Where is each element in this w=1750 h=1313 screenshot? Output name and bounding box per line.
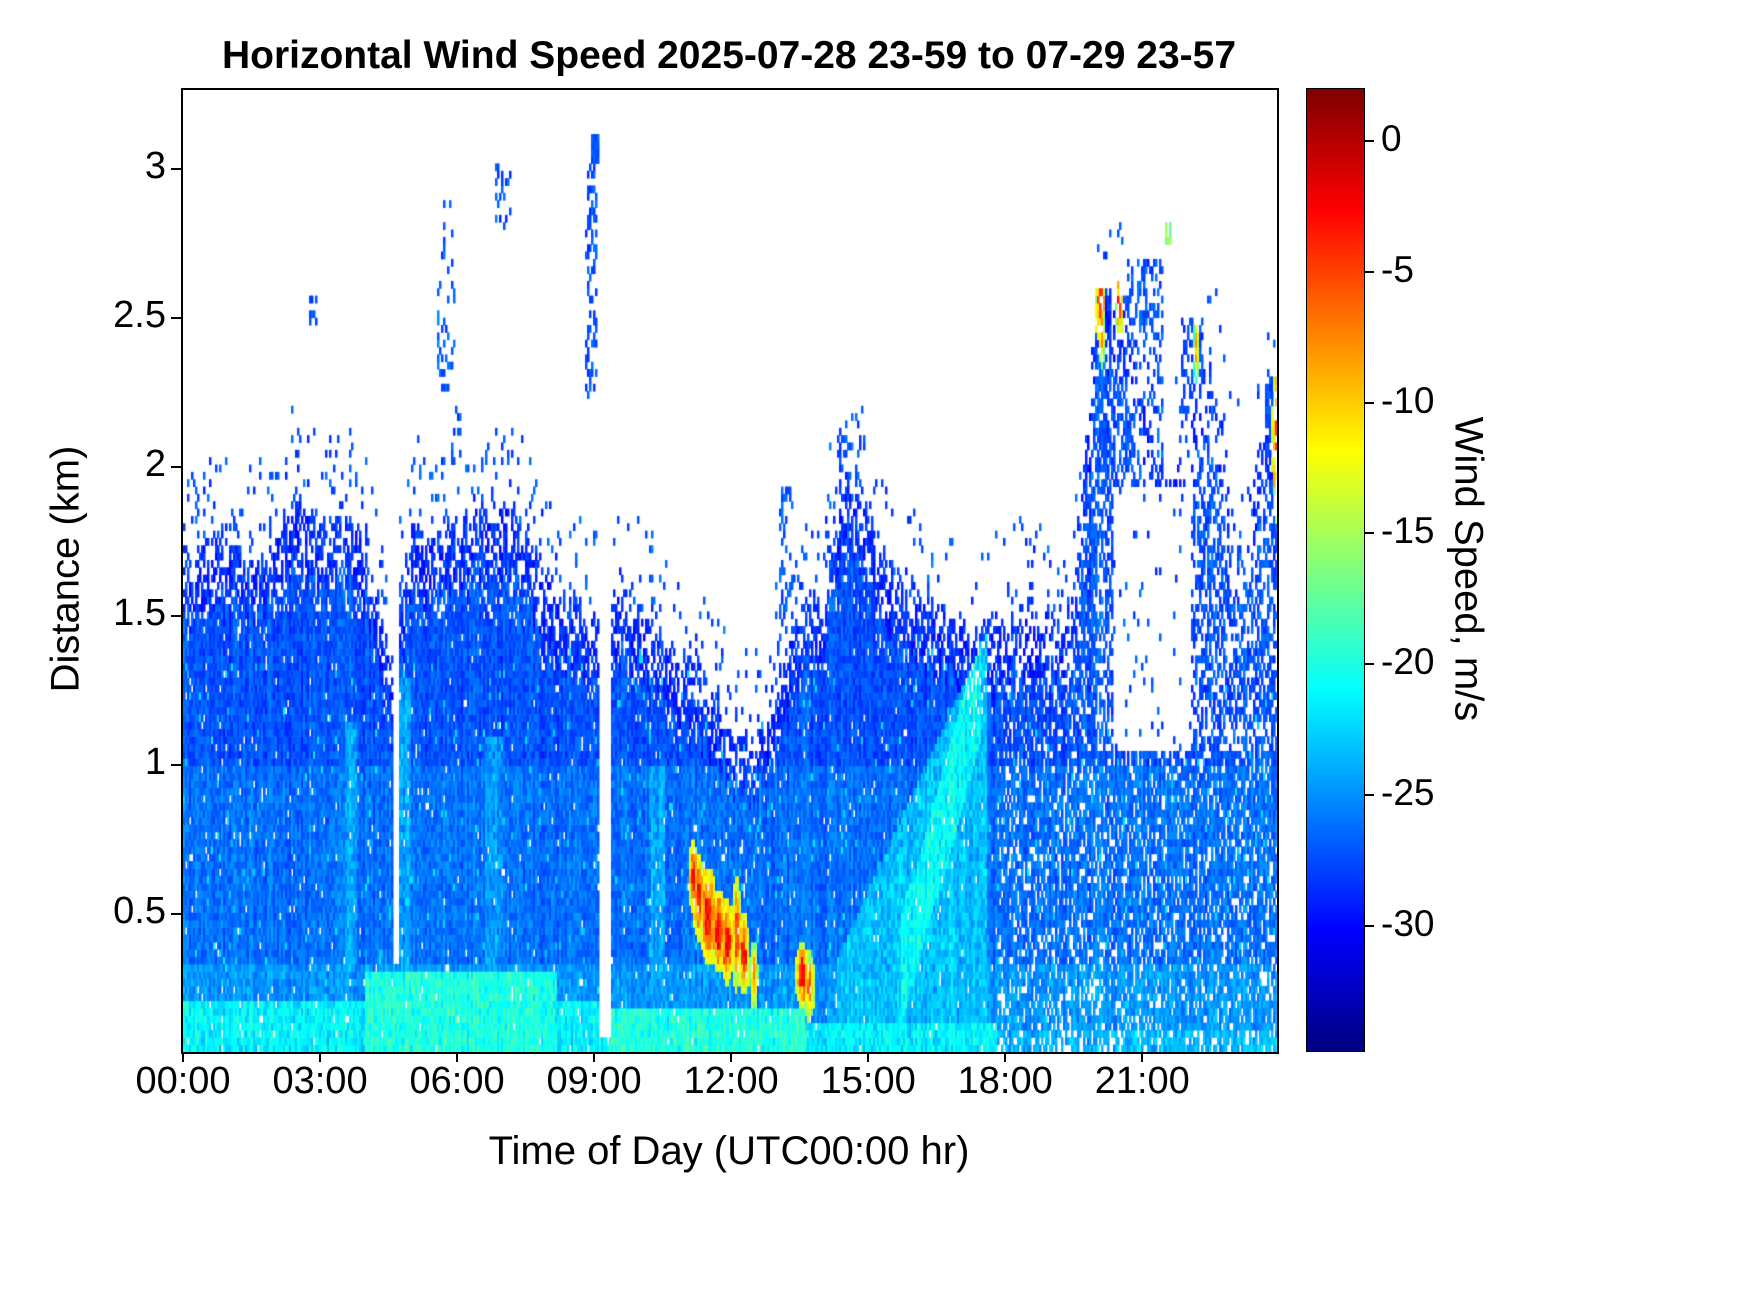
y-tick-mark <box>171 764 181 767</box>
y-tick-label: 1.5 <box>113 592 166 635</box>
y-tick-label: 0.5 <box>113 889 166 932</box>
x-tick-label: 00:00 <box>135 1060 231 1102</box>
heatmap-canvas <box>183 90 1277 1052</box>
y-tick-mark <box>171 317 181 320</box>
x-tick-mark <box>1004 1052 1007 1062</box>
y-tick-label: 2.5 <box>113 294 166 337</box>
y-tick-mark <box>171 615 181 618</box>
colorbar-tick-mark <box>1365 663 1374 666</box>
colorbar <box>1306 88 1365 1052</box>
colorbar-tick-label: -25 <box>1381 771 1435 813</box>
y-tick-label: 1 <box>144 741 166 784</box>
x-tick-label: 18:00 <box>957 1060 1053 1102</box>
y-tick-label: 2 <box>144 443 166 486</box>
colorbar-tick-label: -30 <box>1381 902 1435 944</box>
x-tick-mark <box>456 1052 459 1062</box>
colorbar-tick-mark <box>1365 401 1374 404</box>
colorbar-tick-label: -10 <box>1381 379 1435 421</box>
x-tick-label: 03:00 <box>272 1060 368 1102</box>
x-tick-label: 21:00 <box>1094 1060 1190 1102</box>
colorbar-tick-label: -5 <box>1381 248 1414 290</box>
x-tick-label: 06:00 <box>409 1060 505 1102</box>
colorbar-tick-label: -15 <box>1381 510 1435 552</box>
x-tick-mark <box>1141 1052 1144 1062</box>
x-tick-label: 15:00 <box>820 1060 916 1102</box>
x-tick-mark <box>730 1052 733 1062</box>
colorbar-gradient <box>1307 89 1364 1051</box>
colorbar-tick-label: 0 <box>1381 118 1402 160</box>
chart-title: Horizontal Wind Speed 2025-07-28 23-59 t… <box>221 34 1237 77</box>
plot-area <box>181 88 1279 1054</box>
x-tick-mark <box>867 1052 870 1062</box>
x-tick-label: 09:00 <box>546 1060 642 1102</box>
y-tick-mark <box>171 168 181 171</box>
colorbar-tick-mark <box>1365 532 1374 535</box>
x-tick-mark <box>182 1052 184 1062</box>
x-tick-mark <box>593 1052 596 1062</box>
colorbar-tick-mark <box>1365 140 1374 143</box>
colorbar-tick-mark <box>1365 924 1374 927</box>
y-tick-mark <box>171 466 181 469</box>
y-tick-label: 3 <box>144 145 166 188</box>
x-tick-label: 12:00 <box>683 1060 779 1102</box>
colorbar-tick-label: -20 <box>1381 641 1435 683</box>
colorbar-label: Wind Speed, m/s <box>1446 416 1491 722</box>
y-tick-mark <box>171 912 181 915</box>
colorbar-tick-mark <box>1365 793 1374 796</box>
x-tick-mark <box>319 1052 322 1062</box>
colorbar-tick-mark <box>1365 270 1374 273</box>
x-axis-label: Time of Day (UTC00:00 hr) <box>488 1129 970 1173</box>
